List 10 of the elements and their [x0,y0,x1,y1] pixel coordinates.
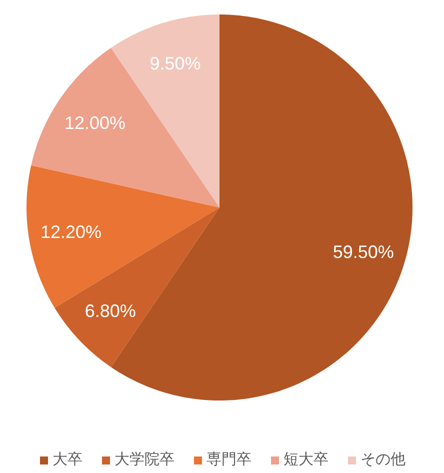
data-label: 6.80% [84,301,136,322]
legend-label: 大学院卒 [114,450,174,469]
legend-label: 専門卒 [206,450,252,469]
data-label: 9.50% [150,54,201,74]
data-label: 12.00% [64,112,126,133]
data-label: 59.50% [332,242,394,262]
data-label: 12.20% [40,222,102,242]
legend-label: 大卒 [52,450,82,469]
legend-label: その他 [360,450,406,469]
legend-label: 短大卒 [284,450,328,469]
